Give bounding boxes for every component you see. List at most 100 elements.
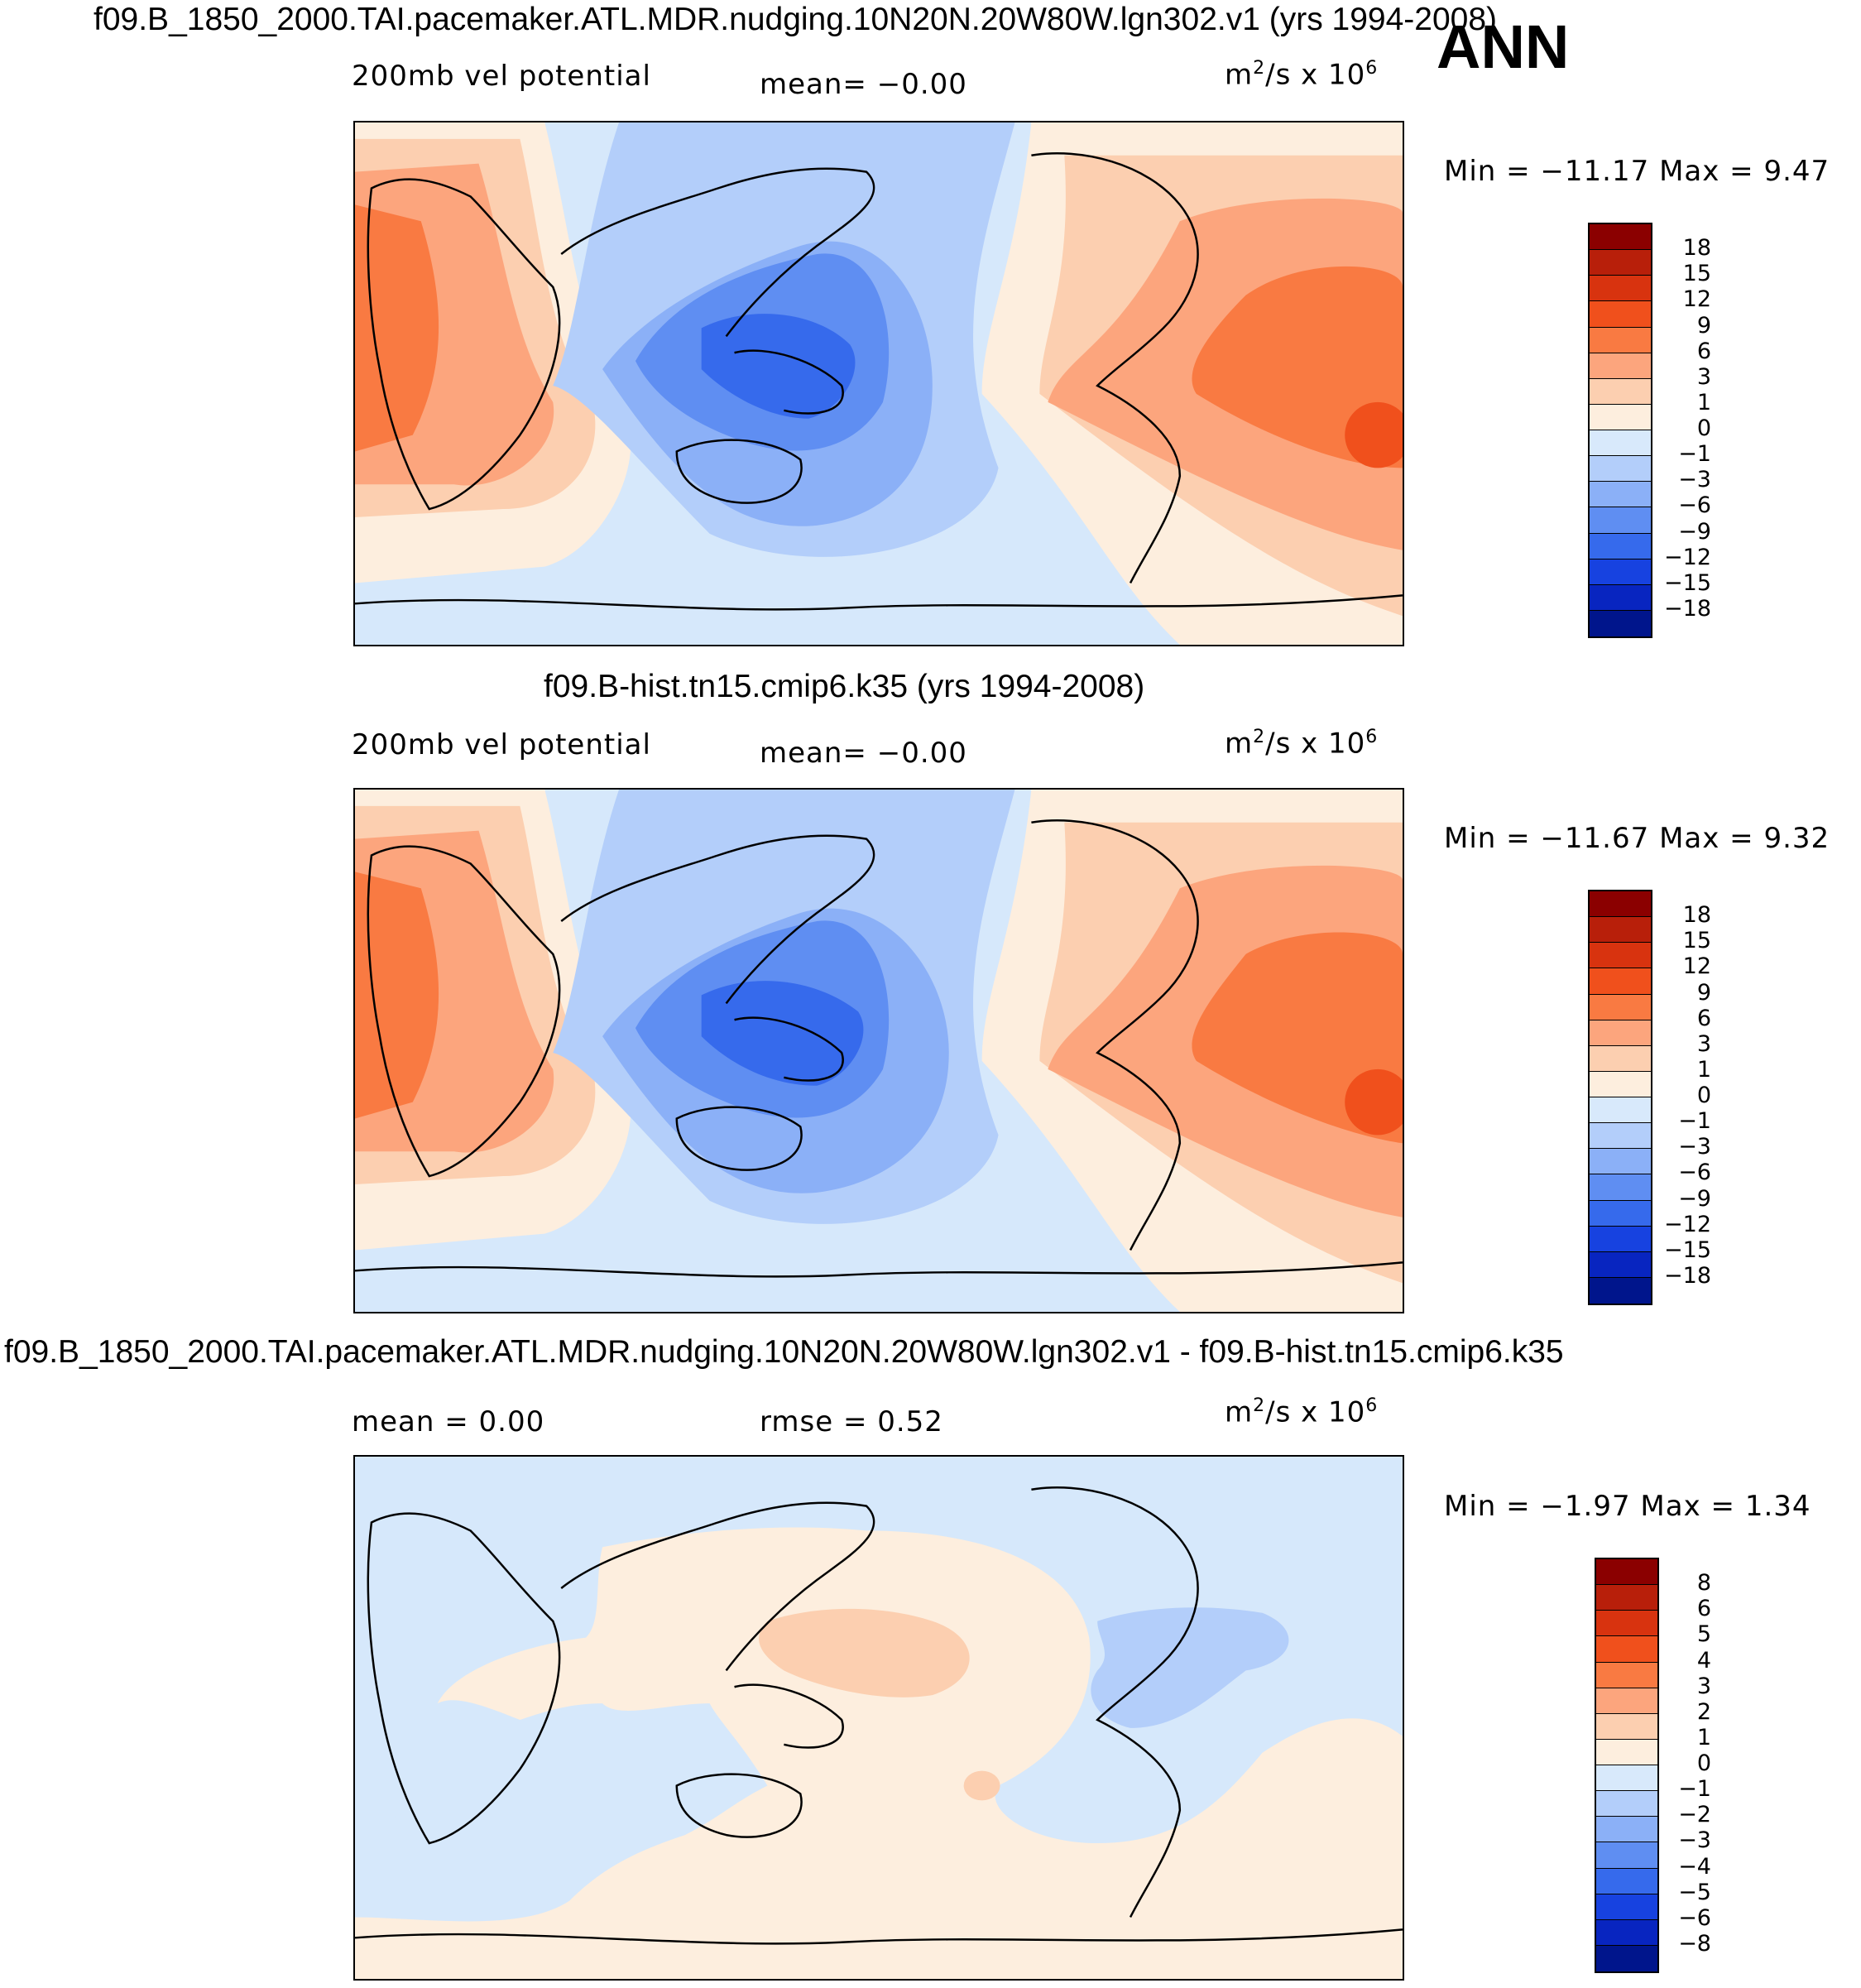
- colorbar-label: −18: [1664, 595, 1711, 622]
- colorbar-swatch: [1596, 1739, 1657, 1765]
- colorbar-label: −1: [1678, 1108, 1711, 1135]
- colorbar-swatch: [1596, 1817, 1657, 1843]
- colorbar-swatch: [1590, 1277, 1651, 1304]
- season-label: ANN: [1437, 12, 1570, 81]
- colorbar-label: 1: [1696, 1724, 1711, 1750]
- colorbar-label: −8: [1678, 1930, 1711, 1957]
- colorbar-swatch: [1590, 994, 1651, 1020]
- colorbar-label: 2: [1696, 1698, 1711, 1725]
- colorbar-swatch: [1590, 1174, 1651, 1201]
- colorbar-label: 3: [1696, 1673, 1711, 1699]
- colorbar-label: 6: [1696, 338, 1711, 364]
- colorbar-label: 0: [1696, 1083, 1711, 1108]
- colorbar-label: −4: [1678, 1853, 1711, 1880]
- colorbar-swatch: [1590, 404, 1651, 430]
- colorbar-swatch: [1596, 1559, 1657, 1586]
- colorbar-swatch: [1590, 1071, 1651, 1097]
- colorbar-label: 6: [1696, 1005, 1711, 1031]
- colorbar-label: 4: [1696, 1647, 1711, 1673]
- colorbar-swatch: [1590, 224, 1651, 251]
- panel-1-minmax: Min = −11.17 Max = 9.47: [1444, 155, 1830, 188]
- colorbar-swatch: [1596, 1894, 1657, 1920]
- colorbar-label: −9: [1678, 1185, 1711, 1212]
- colorbar-swatch: [1590, 353, 1651, 379]
- colorbar-swatch: [1596, 1919, 1657, 1946]
- panel-1-colorbar: [1588, 223, 1652, 638]
- colorbar-label: −15: [1664, 569, 1711, 596]
- colorbar-label: 1: [1696, 389, 1711, 415]
- colorbar-label: 8: [1696, 1570, 1711, 1597]
- colorbar-swatch: [1596, 1636, 1657, 1663]
- colorbar-label: 3: [1696, 1030, 1711, 1057]
- colorbar-label: 3: [1696, 363, 1711, 390]
- colorbar-label: 15: [1682, 928, 1711, 954]
- panel-1-title: f09.B_1850_2000.TAI.pacemaker.ATL.MDR.nu…: [94, 2, 1498, 37]
- colorbar-swatch: [1590, 968, 1651, 995]
- colorbar-label: 12: [1682, 286, 1711, 313]
- colorbar-swatch: [1590, 1226, 1651, 1252]
- colorbar-label: 1: [1696, 1056, 1711, 1083]
- colorbar-swatch: [1596, 1765, 1657, 1792]
- panel-3-colorbar: [1595, 1558, 1659, 1973]
- colorbar-label: −12: [1664, 1211, 1711, 1237]
- colorbar-label: 18: [1682, 902, 1711, 929]
- colorbar-swatch: [1590, 1097, 1651, 1124]
- colorbar-swatch: [1590, 456, 1651, 483]
- colorbar-label: −12: [1664, 544, 1711, 570]
- colorbar-swatch: [1590, 276, 1651, 302]
- colorbar-label: −3: [1678, 1827, 1711, 1854]
- colorbar-swatch: [1590, 507, 1651, 534]
- colorbar-swatch: [1596, 1662, 1657, 1688]
- colorbar-swatch: [1596, 1713, 1657, 1740]
- colorbar-swatch: [1590, 584, 1651, 611]
- colorbar-label: −6: [1678, 1160, 1711, 1186]
- colorbar-swatch: [1596, 1611, 1657, 1637]
- panel-2-left-label: 200mb vel potential: [352, 728, 651, 761]
- panel-1-colorbar-labels: 18 15 12 9 6 3 1 0 −1 −3 −6 −9 −12 −15 −18: [1652, 223, 1711, 638]
- panel-2-minmax: Min = −11.67 Max = 9.32: [1444, 822, 1830, 855]
- colorbar-swatch: [1590, 610, 1651, 636]
- colorbar-swatch: [1590, 250, 1651, 276]
- colorbar-label: −3: [1678, 1134, 1711, 1160]
- panel-1-map: [353, 121, 1404, 646]
- panel-3-title: f09.B_1850_2000.TAI.pacemaker.ATL.MDR.nu…: [4, 1334, 1564, 1370]
- panel-3-map: [353, 1455, 1404, 1981]
- colorbar-swatch: [1596, 1791, 1657, 1818]
- panel-1-units: m2/s x 106: [1225, 58, 1379, 92]
- colorbar-label: 6: [1696, 1596, 1711, 1622]
- colorbar-swatch: [1590, 943, 1651, 969]
- colorbar-label: 0: [1696, 415, 1711, 441]
- colorbar-swatch: [1590, 1200, 1651, 1227]
- colorbar-swatch: [1590, 891, 1651, 918]
- colorbar-swatch: [1590, 378, 1651, 405]
- colorbar-swatch: [1596, 1585, 1657, 1611]
- colorbar-swatch: [1590, 917, 1651, 944]
- panel-2-map: [353, 788, 1404, 1313]
- colorbar-label: 9: [1696, 979, 1711, 1006]
- colorbar-swatch: [1590, 559, 1651, 585]
- panel-3-colorbar-labels: 8 6 5 4 3 2 1 0 −1 −2 −3 −4 −5 −6 −8: [1658, 1558, 1711, 1973]
- panel-3-minmax: Min = −1.97 Max = 1.34: [1444, 1490, 1811, 1523]
- colorbar-label: −1: [1678, 1776, 1711, 1803]
- colorbar-label: −9: [1678, 518, 1711, 545]
- panel-2-title: f09.B-hist.tn15.cmip6.k35 (yrs 1994-2008…: [544, 669, 1145, 704]
- colorbar-swatch: [1596, 1688, 1657, 1714]
- panel-1-left-label: 200mb vel potential: [352, 60, 651, 93]
- colorbar-label: 15: [1682, 261, 1711, 287]
- colorbar-label: −15: [1664, 1236, 1711, 1263]
- panel-1-mean-label: mean= −0.00: [760, 68, 967, 101]
- colorbar-swatch: [1590, 430, 1651, 457]
- panel-2-colorbar-labels: 18 15 12 9 6 3 1 0 −1 −3 −6 −9 −12 −15 −18: [1652, 890, 1711, 1305]
- panel-3-units: m2/s x 106: [1225, 1395, 1379, 1429]
- colorbar-swatch: [1590, 482, 1651, 508]
- colorbar-swatch: [1590, 327, 1651, 353]
- colorbar-swatch: [1590, 1149, 1651, 1175]
- colorbar-label: −6: [1678, 492, 1711, 519]
- colorbar-swatch: [1596, 1842, 1657, 1869]
- colorbar-swatch: [1596, 1868, 1657, 1894]
- colorbar-swatch: [1590, 1123, 1651, 1150]
- colorbar-label: 18: [1682, 235, 1711, 262]
- panel-2-colorbar: [1588, 890, 1652, 1305]
- colorbar-label: −6: [1678, 1904, 1711, 1931]
- colorbar-label: −2: [1678, 1802, 1711, 1828]
